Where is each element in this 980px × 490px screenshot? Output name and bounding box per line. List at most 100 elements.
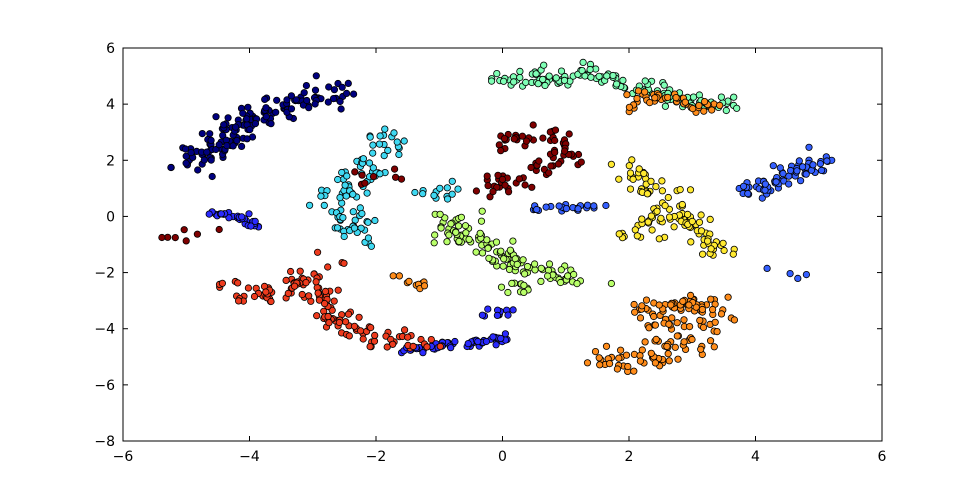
data-point bbox=[537, 264, 545, 272]
data-point bbox=[668, 314, 676, 322]
data-point bbox=[350, 224, 359, 232]
data-point bbox=[207, 136, 215, 144]
data-point bbox=[290, 282, 299, 290]
data-point bbox=[605, 359, 614, 368]
data-point bbox=[397, 175, 406, 183]
data-point bbox=[795, 157, 803, 165]
data-point bbox=[613, 365, 622, 373]
data-point bbox=[486, 193, 494, 201]
data-point bbox=[698, 250, 707, 258]
data-point bbox=[358, 210, 366, 218]
data-point bbox=[384, 146, 392, 154]
data-point bbox=[628, 156, 636, 164]
data-point bbox=[670, 223, 678, 231]
x-tick-labels: −6 −4 −2 0 2 4 6 bbox=[113, 449, 887, 465]
data-point bbox=[545, 169, 553, 177]
data-point bbox=[167, 163, 175, 172]
data-point bbox=[391, 173, 400, 181]
data-point bbox=[243, 135, 251, 143]
data-point bbox=[638, 302, 646, 310]
data-point bbox=[229, 142, 237, 150]
data-point bbox=[447, 220, 455, 228]
data-point bbox=[247, 222, 255, 230]
data-point bbox=[680, 338, 688, 346]
data-point bbox=[551, 126, 560, 134]
data-point bbox=[303, 96, 311, 105]
data-point bbox=[626, 169, 635, 177]
data-point bbox=[371, 331, 379, 339]
data-point bbox=[320, 201, 328, 209]
data-point bbox=[365, 159, 374, 167]
data-point bbox=[556, 278, 565, 287]
data-point bbox=[427, 335, 435, 344]
data-point bbox=[816, 160, 825, 168]
data-point bbox=[533, 205, 541, 214]
data-point bbox=[344, 310, 353, 318]
data-point bbox=[431, 231, 439, 239]
data-point bbox=[325, 83, 333, 91]
data-point bbox=[625, 162, 633, 170]
data-point bbox=[315, 296, 323, 304]
data-point bbox=[730, 316, 739, 324]
data-point bbox=[521, 181, 529, 189]
data-point bbox=[405, 277, 413, 285]
data-point bbox=[646, 99, 654, 107]
x-tick-label: 4 bbox=[751, 449, 760, 465]
data-point bbox=[664, 350, 672, 358]
data-point bbox=[334, 175, 342, 184]
data-point bbox=[296, 267, 304, 275]
data-point bbox=[235, 297, 243, 305]
data-point bbox=[349, 208, 357, 216]
data-point bbox=[246, 126, 254, 134]
data-point bbox=[193, 230, 201, 238]
data-point bbox=[786, 269, 794, 278]
data-point bbox=[324, 98, 332, 106]
data-point bbox=[761, 186, 769, 194]
data-point bbox=[395, 150, 403, 159]
data-point bbox=[324, 263, 332, 271]
x-tick-label: 6 bbox=[878, 449, 887, 465]
data-point bbox=[703, 237, 712, 245]
data-point bbox=[634, 87, 643, 95]
data-point bbox=[206, 130, 214, 138]
data-point bbox=[251, 217, 259, 225]
data-point bbox=[445, 231, 453, 239]
data-point bbox=[652, 183, 660, 191]
data-point bbox=[630, 367, 638, 375]
cluster-10 bbox=[623, 87, 724, 116]
data-point bbox=[261, 95, 269, 104]
data-point bbox=[244, 284, 252, 292]
data-point bbox=[698, 305, 707, 314]
data-point bbox=[658, 177, 666, 185]
data-point bbox=[504, 188, 513, 196]
data-point bbox=[436, 184, 444, 192]
data-point bbox=[542, 203, 550, 211]
data-point bbox=[513, 260, 521, 268]
data-point bbox=[539, 75, 547, 84]
y-tick-label: 6 bbox=[106, 41, 115, 57]
data-point bbox=[719, 239, 727, 247]
data-point bbox=[685, 322, 694, 331]
data-point bbox=[465, 235, 473, 243]
data-point bbox=[793, 167, 801, 175]
data-point bbox=[697, 227, 706, 235]
data-point bbox=[364, 234, 372, 242]
data-point bbox=[674, 355, 682, 363]
data-point bbox=[583, 201, 592, 209]
data-point bbox=[158, 233, 166, 242]
data-point bbox=[615, 175, 623, 183]
data-point bbox=[635, 165, 643, 173]
data-point bbox=[707, 295, 715, 303]
data-point bbox=[404, 333, 412, 341]
data-point bbox=[359, 155, 367, 163]
data-point bbox=[625, 103, 634, 111]
data-point bbox=[313, 248, 322, 256]
data-point bbox=[339, 214, 347, 222]
data-point bbox=[305, 104, 313, 112]
data-point bbox=[638, 215, 646, 223]
data-point bbox=[509, 306, 517, 314]
data-point bbox=[518, 132, 527, 140]
data-point bbox=[366, 133, 374, 141]
y-tick-label: −8 bbox=[94, 434, 115, 450]
data-point bbox=[376, 170, 384, 178]
